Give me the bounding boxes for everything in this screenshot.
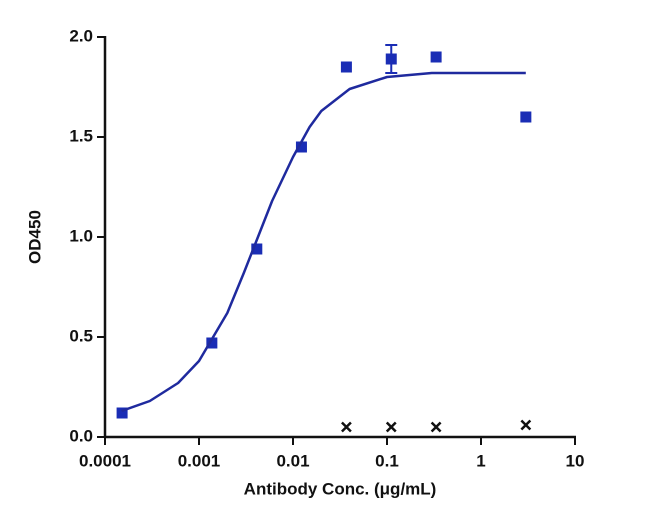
x-tick-label: 0.001 [178,451,221,470]
control-point [430,421,442,433]
data-point [430,51,442,63]
data-point [116,407,128,419]
data-point [520,111,532,123]
data-point [206,337,218,349]
data-point [340,61,352,73]
y-axis-title: OD450 [25,210,44,264]
control-point [520,419,532,431]
y-tick-label: 0.5 [69,326,93,345]
data-point [295,141,307,153]
x-axis-title: Antibody Conc. (μg/mL) [244,479,437,498]
control-point [341,421,352,433]
data-point [251,243,263,255]
x-tick-label: 10 [566,451,585,470]
fit-curve [121,71,526,413]
y-tick-label: 2.0 [69,26,93,45]
x-tick-label: 0.01 [276,451,309,470]
x-tick-label: 0.0001 [79,451,131,470]
x-tick-label: 1 [476,451,485,470]
y-tick-label: 1.5 [69,126,93,145]
control-point [385,421,397,433]
x-tick-label: 0.1 [375,451,399,470]
y-tick-label: 1.0 [69,226,93,245]
data-point [385,53,397,65]
y-tick-label: 0.0 [69,426,93,445]
